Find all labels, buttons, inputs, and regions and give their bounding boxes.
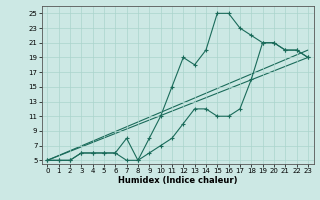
X-axis label: Humidex (Indice chaleur): Humidex (Indice chaleur) xyxy=(118,176,237,185)
